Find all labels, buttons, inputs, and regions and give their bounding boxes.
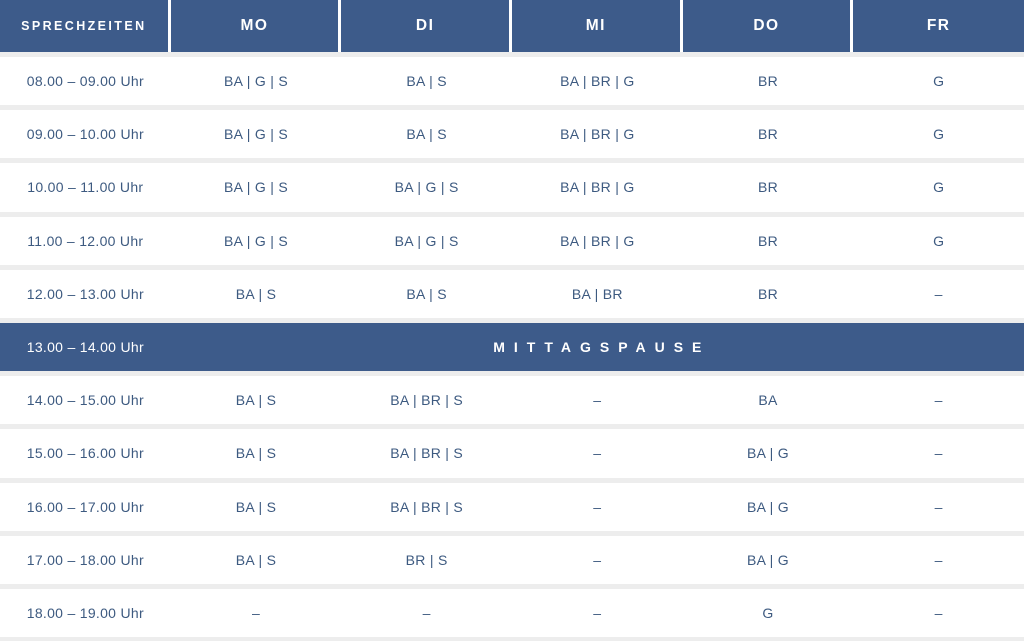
schedule-cell: BA | S [235,498,277,515]
schedule-cell: – [593,445,602,462]
time-label: 12.00 – 13.00 Uhr [26,285,144,302]
schedule-cell: – [934,604,943,621]
time-label: 15.00 – 16.00 Uhr [26,445,144,462]
schedule-cell: BA | G [746,551,789,568]
time-label: 13.00 – 14.00 Uhr [26,339,144,356]
schedule-cell: BA | BR [571,285,623,302]
schedule-cell: G [762,604,774,621]
time-label: 14.00 – 15.00 Uhr [26,392,144,409]
table-row: 12.00 – 13.00 Uhr BA | S BA | S BA | BR BR – [0,269,1024,318]
schedule-cell: – [251,604,261,621]
schedule-cell: BA | S [406,73,447,90]
schedule-cell: BA | S [235,392,277,409]
schedule-cell: BR [757,179,779,196]
schedule-cell: BA | G | S [224,179,288,196]
schedule-cell: G [933,73,945,90]
schedule-cell: BR [757,126,779,143]
schedule-cell: BR [757,73,779,90]
table-body: 08.00 – 09.00 Uhr BA | G | S BA | S BA | BR… [0,52,1024,638]
schedule-cell: BA | BR | G [560,126,635,143]
time-label: 10.00 – 11.00 Uhr [27,179,144,196]
schedule-cell: BA | BR | G [560,73,635,90]
schedule-cell: BA | BR | G [560,232,635,249]
schedule-cell: BA | G [746,498,789,515]
schedule-cell: BR [757,285,779,302]
schedule-cell: BR | S [405,551,448,568]
schedule-cell: BA | BR | S [390,392,464,409]
schedule-cell: – [934,498,943,515]
table-row: 14.00 – 15.00 Uhr BA | S BA | BR | S – BA – [0,376,1024,425]
schedule-cell: – [934,392,943,409]
schedule-cell: BA | S [235,445,277,462]
schedule-cell: BA | G | S [394,179,459,196]
column-header-fr: FR [926,17,951,34]
table-row: 15.00 – 16.00 Uhr BA | S BA | BR | S – BA | … [0,429,1024,478]
lunch-break-row: 13.00 – 14.00 Uhr MITTAGSPAUSE [0,322,1024,372]
table-row: 10.00 – 11.00 Uhr BA | G | S BA | G | S BA … [0,163,1024,212]
schedule-cell: BA | G | S [394,232,459,249]
schedule-cell: – [593,392,602,409]
schedule-cell: BA | G | S [224,232,288,249]
table-row: 11.00 – 12.00 Uhr BA | G | S BA | G | S BA … [0,216,1024,265]
table-row: 17.00 – 18.00 Uhr BA | S BR | S – BA | G – [0,535,1024,584]
table-row: 08.00 – 09.00 Uhr BA | G | S BA | S BA | BR… [0,57,1024,106]
schedule-cell: – [593,498,602,515]
table-row: 09.00 – 10.00 Uhr BA | G | S BA | S BA | BR… [0,110,1024,159]
schedule-cell: – [593,551,602,568]
column-header-do: DO [683,0,854,52]
schedule-cell: G [933,126,945,143]
schedule-cell: BA | S [235,285,277,302]
schedule-cell: – [934,285,943,302]
lunch-break-label: MITTAGSPAUSE [493,339,711,356]
schedule-cell: BA | S [406,285,447,302]
schedule-cell: BA | G | S [224,73,288,90]
time-label: 09.00 – 10.00 Uhr [26,126,144,143]
schedule-cell: BA | BR | S [390,498,464,515]
schedule-cell: BA | S [406,126,447,143]
column-header-sprechzeiten: SPRECHZEITEN [0,0,171,52]
schedule-cell: – [422,604,431,621]
time-label: 16.00 – 17.00 Uhr [26,498,144,515]
schedule-cell: BA | G [746,445,789,462]
schedule-cell: BA | BR | G [560,179,635,196]
table-row: 18.00 – 19.00 Uhr – – – G – [0,588,1024,638]
table-row: 16.00 – 17.00 Uhr BA | S BA | BR | S – BA | … [0,482,1024,531]
schedule-cell: G [933,179,945,196]
column-header-mo: MO [171,0,342,52]
time-label: 17.00 – 18.00 Uhr [26,551,144,568]
table-header: SPRECHZEITEN MO DI MI DO FR [0,0,1024,52]
time-label: 11.00 – 12.00 Uhr [27,232,144,249]
schedule-cell: BR [757,232,779,249]
schedule-cell: BA | BR | S [390,445,464,462]
time-label: 18.00 – 19.00 Uhr [26,604,144,621]
schedule-cell: BA | S [235,551,277,568]
schedule-cell: – [934,551,943,568]
schedule-cell: G [933,232,945,249]
column-header-di: DI [341,0,512,52]
schedule-cell: BA [758,392,778,409]
time-label: 08.00 – 09.00 Uhr [26,73,144,90]
schedule-cell: – [934,445,943,462]
column-header-mi: MI [512,0,683,52]
schedule-cell: BA | G | S [224,126,288,143]
schedule-cell: – [593,604,602,621]
